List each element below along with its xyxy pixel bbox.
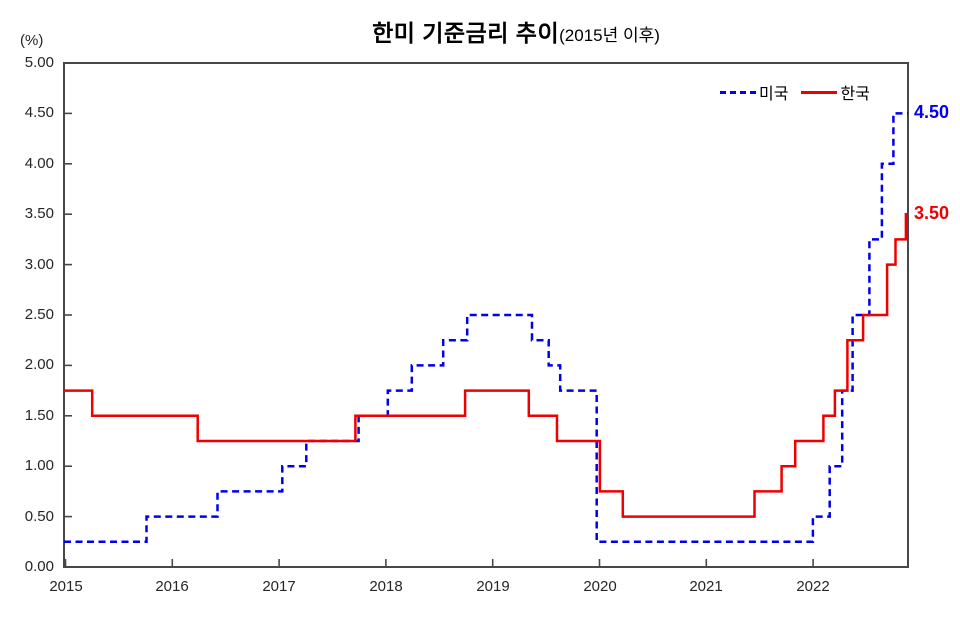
chart-title: 한미 기준금리 추이(2015년 이후) bbox=[0, 14, 960, 48]
x-tick-label: 2018 bbox=[369, 578, 403, 595]
x-tick-label: 2019 bbox=[476, 578, 510, 595]
us-end-value-label: 4.50 bbox=[914, 102, 950, 122]
y-tick-label: 0.00 bbox=[24, 558, 54, 575]
chart-title-sub: (2015년 이후) bbox=[559, 26, 660, 45]
us-line-sample-icon bbox=[720, 90, 756, 94]
y-tick-label: 2.00 bbox=[24, 356, 54, 373]
us-rate-line bbox=[64, 112, 908, 544]
legend-label-us: 미국 bbox=[759, 86, 789, 103]
kr-end-value-label: 3.50 bbox=[914, 203, 950, 223]
chart-title-main: 한미 기준금리 추이 bbox=[372, 20, 560, 46]
y-tick-label: 1.50 bbox=[24, 407, 54, 424]
x-tick-label: 2020 bbox=[583, 578, 617, 595]
x-tick-label: 2022 bbox=[796, 578, 830, 595]
y-tick-label: 4.00 bbox=[24, 155, 54, 172]
y-tick-label: 0.50 bbox=[24, 508, 54, 525]
x-tick-label: 2021 bbox=[689, 578, 723, 595]
x-tick-label: 2016 bbox=[155, 578, 189, 595]
legend-item-kr: 한국 bbox=[801, 80, 870, 104]
y-tick-label: 3.50 bbox=[24, 205, 54, 222]
x-tick-label: 2015 bbox=[49, 578, 83, 595]
y-tick-label: 3.00 bbox=[24, 256, 54, 273]
chart-legend: 미국 한국 bbox=[720, 80, 870, 104]
kr-rate-line bbox=[64, 212, 908, 518]
y-tick-label: 1.00 bbox=[24, 457, 54, 474]
y-tick-label: 5.00 bbox=[24, 54, 54, 71]
legend-label-kr: 한국 bbox=[840, 86, 870, 103]
legend-item-us: 미국 bbox=[720, 80, 788, 104]
axis-tick-marks bbox=[64, 112, 814, 567]
y-tick-label: 4.50 bbox=[24, 104, 54, 121]
kr-line-sample-icon bbox=[801, 90, 838, 94]
y-tick-label: 2.50 bbox=[24, 306, 54, 323]
x-tick-label: 2017 bbox=[262, 578, 296, 595]
y-axis-unit-label: (%) bbox=[20, 32, 44, 49]
